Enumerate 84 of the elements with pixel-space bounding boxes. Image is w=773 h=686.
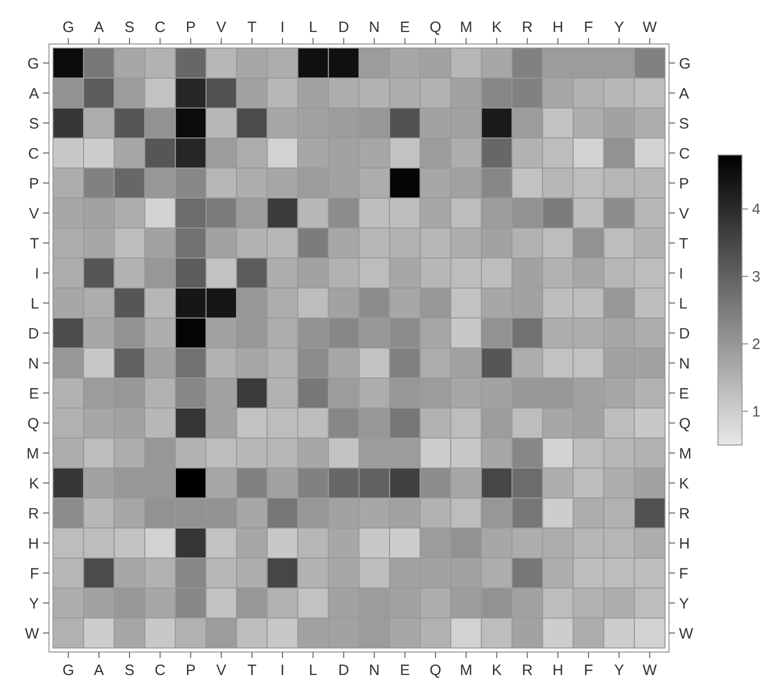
x-tick-label: A <box>94 662 104 679</box>
y2-tick-label: R <box>679 505 690 522</box>
y-tick-label: W <box>24 625 40 642</box>
y-tick-label: E <box>28 385 39 402</box>
y2-tick-label: M <box>679 445 692 462</box>
category-label: H <box>552 19 564 36</box>
category-label: P <box>186 19 196 36</box>
category-label: A <box>94 19 104 36</box>
y-tick-label: M <box>26 445 39 462</box>
color-bar-label: 1 <box>752 404 760 421</box>
y2-tick-label: W <box>679 625 694 642</box>
category-label: Q <box>430 19 442 36</box>
x-tick-label: E <box>400 662 410 679</box>
y2-tick-label: L <box>679 295 688 312</box>
y2-tick-label: I <box>679 265 684 282</box>
y-tick-label: F <box>30 565 39 582</box>
y-tick-label: Q <box>27 415 39 432</box>
x-tick-label: I <box>280 662 285 679</box>
category-label: S <box>124 19 135 36</box>
x-tick-label: F <box>584 662 594 679</box>
category-label: K <box>492 19 502 36</box>
category-label: T <box>247 19 256 36</box>
y2-tick-label: H <box>679 535 690 552</box>
x-tick-label: P <box>186 662 196 679</box>
y-tick-label: N <box>28 355 39 372</box>
y-tick-label: P <box>28 175 39 192</box>
x-tick-label: D <box>338 662 350 679</box>
category-label: D <box>338 19 350 36</box>
y-tick-label: I <box>34 265 39 282</box>
x-tick-label: V <box>216 662 226 679</box>
category-label: I <box>280 19 285 36</box>
x-tick-label: C <box>154 662 166 679</box>
y-tick-label: H <box>28 535 39 552</box>
y2-tick-label: A <box>679 85 690 102</box>
y-tick-label: V <box>28 205 39 222</box>
x-tick-label: Q <box>430 662 442 679</box>
category-label: M <box>460 19 472 36</box>
y-tick-label: D <box>28 325 40 342</box>
y-tick-label: C <box>28 145 40 162</box>
y2-tick-label: S <box>679 115 690 132</box>
y2-tick-label: F <box>679 565 688 582</box>
y-tick-label: K <box>28 475 39 492</box>
y-tick-label: L <box>30 295 39 312</box>
x-tick-label: G <box>62 662 74 679</box>
y-tick-label: Y <box>28 595 39 612</box>
y2-tick-label: K <box>679 475 690 492</box>
y2-tick-label: C <box>679 145 690 162</box>
y2-tick-label: T <box>679 235 688 252</box>
y2-tick-label: P <box>679 175 690 192</box>
color-bar-label: 4 <box>752 201 760 218</box>
category-label: E <box>400 19 410 36</box>
category-label: R <box>522 19 533 36</box>
y-tick-label: R <box>28 505 40 522</box>
category-label: F <box>584 19 594 36</box>
category-label: G <box>62 19 74 36</box>
y2-tick-label: Y <box>679 595 690 612</box>
y-tick-label: G <box>27 55 39 72</box>
category-label: L <box>308 19 318 36</box>
x-tick-label: K <box>492 662 502 679</box>
category-label: V <box>216 19 226 36</box>
x-tick-label: W <box>642 662 658 679</box>
y-tick-label: A <box>28 85 39 102</box>
x-tick-label: M <box>460 662 472 679</box>
category-label: W <box>642 19 657 36</box>
y2-tick-label: E <box>679 385 690 402</box>
x-tick-label: H <box>552 662 564 679</box>
y2-tick-label: D <box>679 325 690 342</box>
x-tick-label: Y <box>614 662 624 679</box>
y2-tick-label: V <box>679 205 690 222</box>
x-tick-label: L <box>308 662 318 679</box>
x-tick-label: T <box>247 662 256 679</box>
category-label: N <box>368 19 380 36</box>
x-tick-label: R <box>522 662 533 679</box>
x-tick-label: N <box>368 662 380 679</box>
color-bar-label: 3 <box>752 268 760 286</box>
color-bar-label: 2 <box>752 336 760 354</box>
y-tick-label: S <box>28 115 39 132</box>
x-tick-label: S <box>124 662 135 679</box>
y2-tick-label: Q <box>679 415 691 432</box>
category-label: C <box>154 19 166 36</box>
y2-tick-label: G <box>679 55 691 72</box>
category-label: Y <box>614 19 624 36</box>
y2-tick-label: N <box>679 355 690 372</box>
y-tick-label: T <box>30 235 39 252</box>
